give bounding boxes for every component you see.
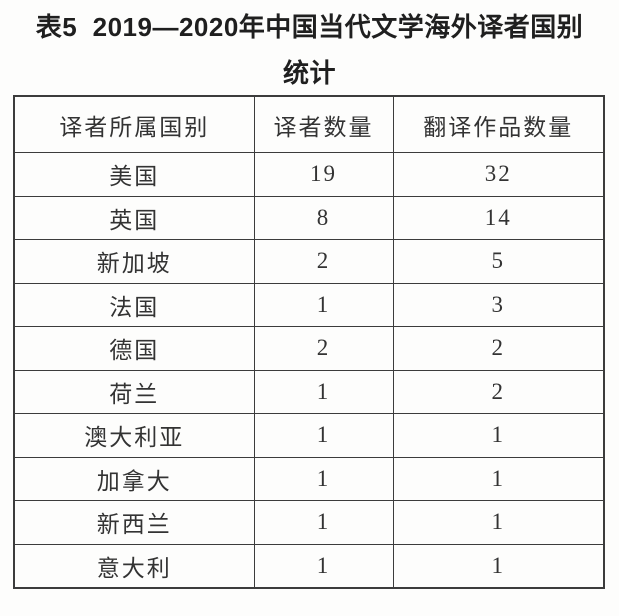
translators-count-cell: 1 [253, 282, 394, 327]
translators-count-cell: 2 [253, 326, 394, 371]
works-count-cell: 32 [392, 152, 605, 197]
data-table: 译者所属国别 译者数量 翻译作品数量 美国 19 32 英国 8 14 新加坡 … [13, 95, 605, 589]
country-cell: 法国 [13, 282, 255, 327]
country-cell: 新西兰 [13, 500, 255, 545]
table-row: 美国 19 32 [13, 152, 605, 197]
table-caption-line2: 统计 [282, 58, 336, 88]
translators-count-cell: 19 [253, 152, 394, 197]
table-row: 英国 8 14 [13, 195, 605, 240]
works-count-cell: 2 [392, 369, 605, 414]
country-cell: 澳大利亚 [13, 413, 255, 458]
table-header: 译者所属国别 译者数量 翻译作品数量 [13, 95, 605, 153]
works-count-cell: 1 [392, 456, 605, 501]
table-row: 德国 2 2 [13, 326, 605, 371]
works-count-cell: 1 [392, 500, 605, 545]
table-body: 美国 19 32 英国 8 14 新加坡 2 5 法国 1 3 德国 2 [13, 152, 605, 589]
country-cell: 美国 [13, 152, 255, 197]
translators-count-cell: 1 [253, 543, 394, 589]
translators-count-cell: 1 [253, 456, 394, 501]
table-caption-line1: 表5 2019—2020年中国当代文学海外译者国别 [35, 12, 584, 42]
works-count-cell: 3 [392, 282, 605, 327]
table-caption: 表5 2019—2020年中国当代文学海外译者国别 统计 [0, 4, 619, 96]
col-header-translators: 译者数量 [253, 95, 394, 153]
col-header-works: 翻译作品数量 [392, 95, 605, 153]
country-cell: 新加坡 [13, 239, 255, 284]
table-row: 新加坡 2 5 [13, 239, 605, 284]
works-count-cell: 5 [392, 239, 605, 284]
col-header-country: 译者所属国别 [13, 95, 255, 153]
country-cell: 英国 [13, 195, 255, 240]
table-row: 意大利 1 1 [13, 543, 605, 589]
country-cell: 加拿大 [13, 456, 255, 501]
table-row: 澳大利亚 1 1 [13, 413, 605, 458]
works-count-cell: 1 [392, 413, 605, 458]
translators-count-cell: 8 [253, 195, 394, 240]
table-row: 法国 1 3 [13, 282, 605, 327]
table-row: 加拿大 1 1 [13, 456, 605, 501]
translators-count-cell: 2 [253, 239, 394, 284]
works-count-cell: 14 [392, 195, 605, 240]
table-row: 荷兰 1 2 [13, 369, 605, 414]
table-row: 新西兰 1 1 [13, 500, 605, 545]
country-cell: 德国 [13, 326, 255, 371]
country-cell: 意大利 [13, 543, 255, 589]
translators-count-cell: 1 [253, 369, 394, 414]
works-count-cell: 1 [392, 543, 605, 589]
header-row: 译者所属国别 译者数量 翻译作品数量 [13, 95, 605, 153]
translators-count-cell: 1 [253, 413, 394, 458]
country-cell: 荷兰 [13, 369, 255, 414]
translators-count-cell: 1 [253, 500, 394, 545]
works-count-cell: 2 [392, 326, 605, 371]
